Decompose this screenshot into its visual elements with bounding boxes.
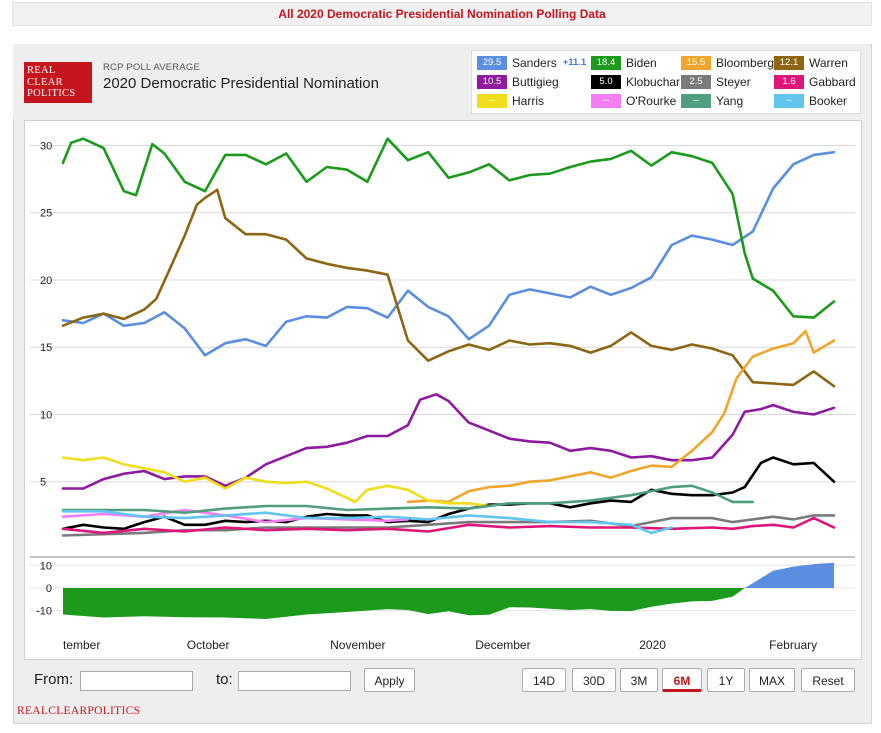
x-tick-label: tember [63,638,100,652]
logo-line-1: REAL [27,65,56,76]
legend-name: Buttigieg [512,75,559,89]
legend-item-yang[interactable]: -- Yang [681,94,743,108]
legend-name: Biden [626,56,657,70]
spread-tick-label: 0 [46,583,52,595]
apply-button[interactable]: Apply [364,668,415,692]
y-tick-label: 30 [40,140,52,152]
spread-area-biden [63,588,834,619]
x-tick-label: February [769,638,817,652]
legend-name: Bloomberg [716,56,775,70]
legend-name: Yang [716,94,744,108]
legend-value: 15.5 [681,56,711,70]
legend: 29.5 Sanders +11.1 18.4 Biden 15.5 Bloomberg… [471,50,861,114]
legend-change: +11.1 [562,57,587,68]
series-line-booker[interactable] [61,510,673,535]
series-line-harris[interactable] [61,456,491,508]
chart-title: 2020 Democratic Presidential Nomination [103,75,379,92]
y-tick-label: 10 [40,409,52,421]
legend-value: 29.5 [477,56,507,70]
x-tick-label: November [330,638,385,652]
legend-value: -- [681,94,711,108]
to-date-input[interactable] [238,671,351,691]
legend-item-bloomberg[interactable]: 15.5 Bloomberg [681,56,774,70]
legend-name: O'Rourke [626,94,677,108]
series-line-steyer[interactable] [61,514,836,537]
legend-item-warren[interactable]: 12.1 Warren [774,56,848,70]
page-title: All 2020 Democratic Presidential Nominat… [12,2,872,26]
series-line-buttigieg[interactable] [61,393,836,490]
legend-item-harris[interactable]: -- Harris [477,94,544,108]
legend-item-orourke[interactable]: -- O'Rourke [591,94,676,108]
chart-subtitle: RCP POLL AVERAGE [103,62,201,73]
series-line-bloomberg[interactable] [406,329,836,504]
plot-area[interactable] [24,120,862,660]
legend-name: Sanders [512,56,557,70]
series-line-klobuchar[interactable] [61,456,836,531]
legend-item-klobuchar[interactable]: 5.0 Klobuchar [591,75,680,89]
y-tick-label: 20 [40,275,52,287]
x-tick-label: 2020 [639,638,666,652]
x-tick-label: October [187,638,230,652]
legend-value: -- [774,94,804,108]
range-1y-button[interactable]: 1Y [707,668,745,692]
spread-area-sanders [63,562,834,588]
legend-value: 1.6 [774,75,804,89]
legend-name: Warren [809,56,848,70]
series-line-yang[interactable] [61,484,755,514]
series-line-orourke[interactable] [61,508,410,524]
legend-value: 12.1 [774,56,804,70]
legend-item-biden[interactable]: 18.4 Biden [591,56,657,70]
series-line-warren[interactable] [61,188,836,388]
footer-brand: REALCLEARPOLITICS [17,705,141,717]
legend-value: 2.5 [681,75,711,89]
legend-item-gabbard[interactable]: 1.6 Gabbard [774,75,856,89]
series-line-biden[interactable] [61,137,836,319]
series-line-sanders[interactable] [61,150,836,357]
from-date-input[interactable] [80,671,193,691]
legend-item-booker[interactable]: -- Booker [774,94,847,108]
legend-item-steyer[interactable]: 2.5 Steyer [681,75,751,89]
y-tick-label: 25 [40,208,52,220]
legend-name: Gabbard [809,75,856,89]
rcp-logo[interactable]: REAL CLEAR POLITICS [24,62,92,103]
y-tick-label: 15 [40,342,52,354]
logo-line-3: POLITICS [27,88,76,99]
reset-button[interactable]: Reset [801,668,855,692]
range-30d-button[interactable]: 30D [572,668,616,692]
range-3m-button[interactable]: 3M [620,668,658,692]
logo-line-2: CLEAR [27,76,63,88]
range-6m-button[interactable]: 6M [662,668,702,692]
legend-value: 18.4 [591,56,621,70]
from-label: From: [34,671,74,688]
y-tick-label: 5 [40,477,46,489]
x-tick-label: December [475,638,530,652]
legend-name: Steyer [716,75,751,89]
legend-name: Klobuchar [626,75,681,89]
range-max-button[interactable]: MAX [749,668,795,692]
legend-item-buttigieg[interactable]: 10.5 Buttigieg [477,75,559,89]
legend-value: -- [477,94,507,108]
series-line-gabbard[interactable] [61,516,836,535]
to-label: to: [216,671,233,688]
legend-value: 10.5 [477,75,507,89]
spread-tick-label: 10 [40,560,52,572]
legend-value: -- [591,94,621,108]
legend-name: Harris [512,94,544,108]
legend-item-sanders[interactable]: 29.5 Sanders +11.1 [477,56,586,70]
spread-tick-label: -10 [36,606,52,618]
legend-value: 5.0 [591,75,621,89]
range-14d-button[interactable]: 14D [522,668,566,692]
legend-name: Booker [809,94,848,108]
